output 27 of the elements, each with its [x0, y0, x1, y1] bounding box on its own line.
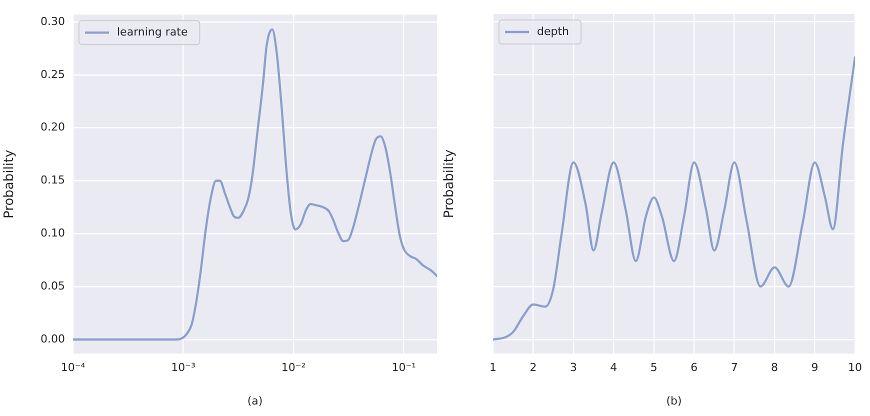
x-tick-label: 10⁻² [281, 361, 306, 374]
x-axis-title: (b) [666, 394, 682, 408]
x-tick-label: 10⁻³ [171, 361, 196, 374]
x-tick-label: 8 [771, 361, 778, 374]
x-tick-label: 3 [570, 361, 577, 374]
x-tick-label: 10⁻¹ [392, 361, 416, 374]
y-axis-title: Probability [442, 149, 458, 218]
x-tick-label: 2 [530, 361, 537, 374]
x-tick-label: 7 [730, 361, 738, 374]
legend-label: learning rate [117, 25, 188, 38]
x-tick-label: 10 [848, 361, 862, 374]
y-tick-label: 0.00 [40, 332, 65, 346]
x-tick-label: 6 [690, 361, 698, 374]
y-tick-label: 0.25 [40, 68, 65, 81]
y-tick-label: 0.30 [40, 14, 65, 28]
x-tick-label: 10⁻⁴ [60, 361, 86, 374]
y-axis-title: Probability [2, 149, 18, 218]
y-tick-label: 0.15 [40, 174, 65, 187]
y-tick-label: 0.10 [40, 226, 65, 240]
legend-label: depth [537, 24, 570, 38]
x-tick-label: 5 [650, 361, 658, 374]
y-tick-label: 0.05 [40, 279, 65, 292]
x-tick-label: 1 [490, 361, 496, 374]
y-tick-label: 0.20 [40, 120, 65, 134]
x-tick-label: 4 [610, 361, 618, 374]
x-tick-label: 9 [811, 361, 818, 374]
x-axis-title: (a) [247, 394, 263, 408]
